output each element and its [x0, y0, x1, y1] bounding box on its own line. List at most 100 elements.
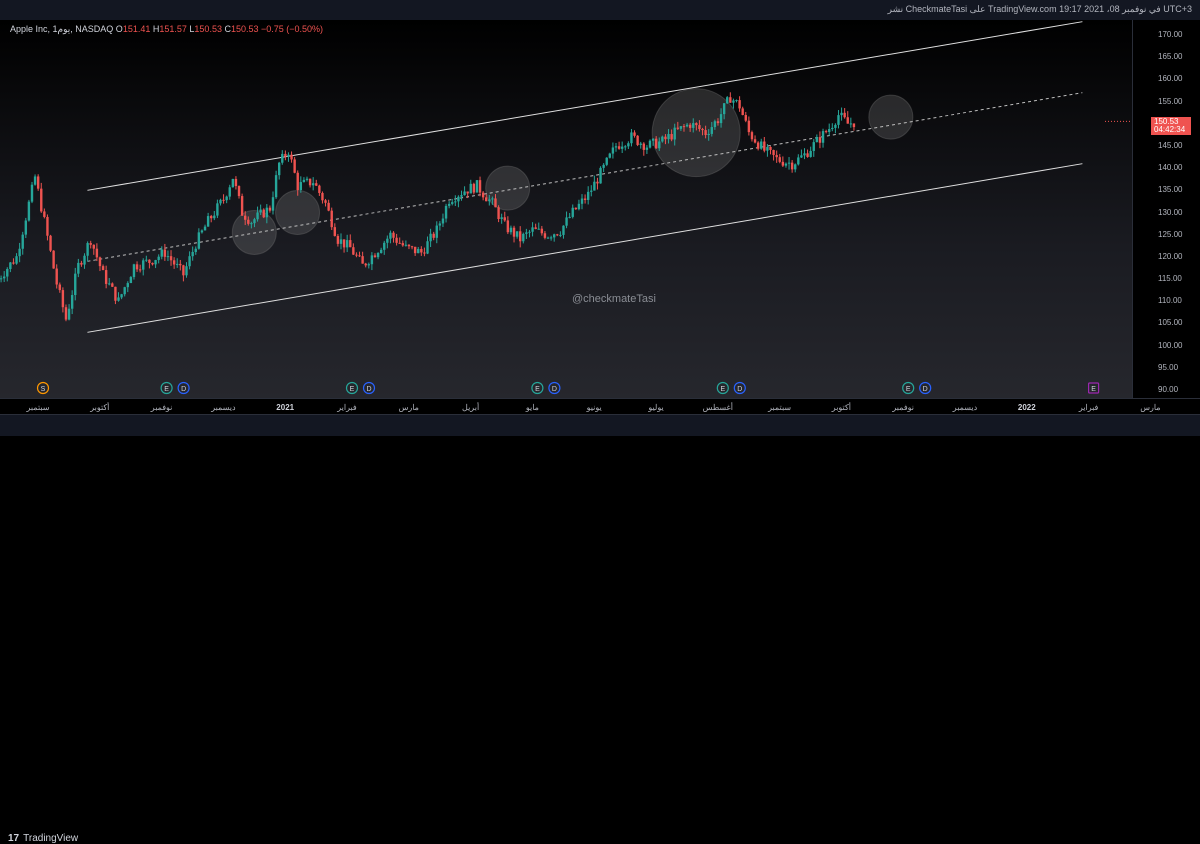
candle-body — [169, 256, 173, 261]
candle-body — [577, 203, 581, 210]
candle-body — [472, 183, 476, 193]
candle-body — [135, 264, 139, 270]
candle-body — [769, 146, 772, 151]
candle-body — [349, 240, 352, 248]
channel-mid-line — [87, 92, 1083, 262]
candle-body — [256, 212, 259, 220]
candle-body — [111, 283, 114, 287]
candle-body — [837, 115, 840, 125]
candle-body — [763, 141, 766, 151]
change-value: −0.75 (−0.50%) — [261, 24, 324, 34]
highlight-circle — [868, 94, 914, 140]
candle-body — [281, 153, 284, 163]
candle-body — [77, 262, 80, 274]
tradingview-brand[interactable]: 17 TradingView — [8, 833, 78, 844]
candle-body — [722, 103, 726, 115]
candle-body — [89, 243, 92, 245]
candle-body — [753, 139, 757, 143]
candle-body — [203, 226, 207, 231]
candle-body — [61, 290, 65, 308]
candle-body — [151, 262, 154, 265]
candle-body — [401, 243, 404, 246]
candle-body — [311, 183, 315, 186]
candle-body — [818, 137, 822, 143]
event-marker-icon — [902, 381, 915, 395]
event-marker-icon — [36, 381, 50, 395]
candle-body — [590, 190, 593, 192]
time-axis[interactable] — [0, 398, 1200, 415]
candle-body — [522, 233, 525, 242]
candle-body — [760, 141, 763, 149]
candle-body — [676, 127, 679, 129]
candle-body — [806, 153, 809, 157]
open-value: 151.41 — [122, 24, 151, 34]
candle-body — [423, 252, 426, 254]
candle-body — [370, 255, 374, 265]
time-tick-label: مارس — [398, 403, 419, 412]
candle-body — [531, 227, 534, 232]
candle-body — [460, 195, 463, 197]
chart-area[interactable] — [0, 20, 1132, 398]
candle-body — [466, 191, 469, 194]
candle-body — [608, 153, 612, 158]
candle-body — [834, 124, 837, 128]
candle-body — [293, 159, 296, 173]
candle-body — [710, 127, 713, 134]
candle-body — [794, 164, 797, 170]
candle-body — [485, 197, 488, 202]
event-marker-letter: D — [737, 386, 742, 393]
candle-body — [30, 184, 34, 202]
event-marker-letter: S — [41, 386, 46, 393]
symbol-title[interactable]: Apple Inc, 1يوم, NASDAQ — [10, 24, 114, 34]
candle-body — [123, 287, 126, 295]
candle-body — [114, 286, 117, 301]
candle-body — [546, 237, 550, 239]
candle-body — [664, 136, 667, 140]
candle-body — [707, 133, 710, 136]
candle-body — [781, 161, 785, 166]
candle-body — [648, 140, 652, 148]
candle-body — [231, 178, 235, 188]
candle-body — [701, 129, 704, 131]
candle-body — [812, 142, 815, 151]
candle-body — [179, 263, 182, 266]
candle-body — [605, 157, 608, 165]
candle-body — [593, 181, 596, 191]
candle-body — [70, 295, 74, 309]
candle-body — [182, 265, 185, 276]
event-marker-icon — [345, 381, 359, 395]
time-tick-label: أغسطس — [702, 403, 733, 412]
candle-body — [679, 126, 683, 129]
candle-body — [86, 243, 89, 256]
candle-body — [74, 273, 77, 296]
price-axis[interactable] — [1132, 20, 1200, 398]
price-tick-label: 130.00 — [1158, 207, 1183, 217]
candle-body — [58, 284, 61, 291]
candle-body — [540, 228, 544, 234]
price-tick-label: 170.00 — [1158, 30, 1183, 39]
candle-body — [553, 234, 556, 238]
event-marker-icon — [177, 381, 190, 395]
candle-body — [602, 164, 605, 168]
candle-body — [24, 220, 28, 235]
candle-body — [216, 203, 219, 216]
candle-body — [176, 263, 179, 265]
event-marker-letter: E — [164, 386, 169, 393]
last-price-tag: 150.53 04:42:34 — [1151, 117, 1191, 135]
candle-body — [636, 135, 639, 145]
candle-body — [571, 207, 574, 217]
candle-body — [556, 234, 559, 236]
open-label: O — [115, 24, 123, 34]
candle-body — [274, 175, 278, 198]
candle-body — [772, 150, 775, 156]
candle-body — [735, 100, 738, 102]
time-tick-label: يوليو — [648, 403, 664, 412]
candle-body — [491, 198, 494, 200]
close-label: C — [224, 24, 231, 34]
low-value: 150.53 — [194, 24, 222, 34]
candle-body — [559, 234, 562, 236]
time-tick-label: 2022 — [1017, 403, 1036, 412]
candle-body — [537, 228, 540, 230]
candle-body — [732, 100, 735, 103]
